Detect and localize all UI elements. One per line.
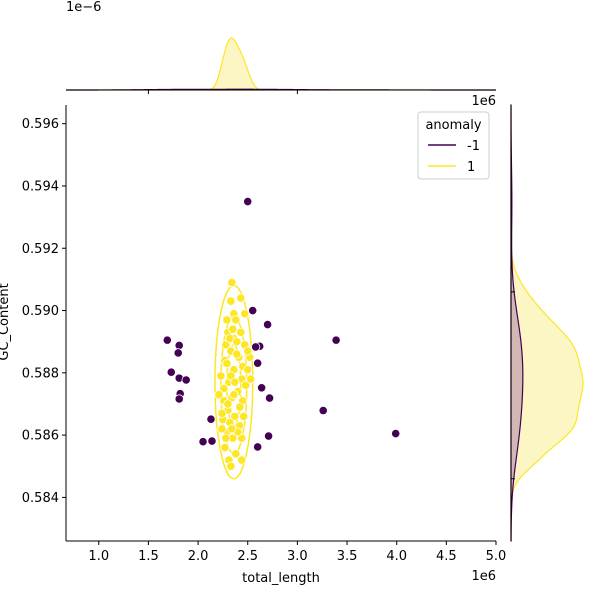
anomaly-point — [248, 305, 258, 316]
anomaly-point — [391, 428, 401, 439]
anomaly-point — [253, 358, 263, 368]
normal-point — [246, 374, 256, 384]
normal-point — [237, 455, 247, 465]
normal-point — [227, 277, 237, 288]
anomaly-point — [198, 437, 208, 447]
normal-point — [217, 408, 227, 418]
normal-point — [239, 411, 249, 422]
y-tick-label: 0.588 — [22, 366, 59, 381]
x-tick-label: 3.0 — [287, 549, 308, 564]
y-tick-label: 0.592 — [22, 242, 59, 257]
normal-point — [231, 315, 241, 325]
legend-label-anomaly: -1 — [467, 139, 480, 154]
normal-point — [223, 399, 233, 409]
top-density-normal — [66, 37, 496, 91]
anomaly-point — [173, 348, 183, 358]
anomaly-point — [206, 414, 216, 424]
normal-point — [228, 324, 238, 334]
anomaly-point — [174, 394, 184, 404]
normal-point — [230, 377, 240, 387]
right-density-anomaly — [510, 104, 524, 542]
y-tick-label: 0.584 — [22, 491, 59, 506]
anomaly-point — [207, 436, 217, 446]
anomaly-point — [162, 335, 172, 345]
y-right-offset-label: 1e6 — [471, 94, 496, 109]
anomaly-point — [262, 319, 273, 330]
normal-point — [231, 449, 241, 459]
normal-point — [222, 315, 232, 325]
anomaly-point — [174, 340, 184, 351]
right-density-normal — [510, 105, 584, 541]
x-tick-label: 4.5 — [436, 549, 457, 564]
anomaly-point — [166, 367, 176, 377]
x-axis-label: total_length — [242, 571, 320, 586]
normal-point — [236, 293, 246, 303]
legend-title: anomaly — [425, 118, 481, 133]
x-tick-label: 1.0 — [88, 549, 109, 564]
top-marginal-density — [65, 37, 497, 94]
anomaly-point — [181, 375, 191, 385]
anomaly-point — [331, 335, 341, 345]
x-tick-label: 2.5 — [237, 549, 258, 564]
x-tick-label: 5.0 — [486, 549, 507, 564]
normal-point — [241, 380, 251, 390]
y-tick-label: 0.596 — [22, 117, 59, 132]
y-axis-label: GC_Content — [0, 283, 12, 360]
normal-point — [216, 371, 226, 381]
normal-point — [243, 365, 253, 375]
anomaly-point — [253, 442, 263, 452]
x-tick-label: 1.5 — [138, 549, 159, 564]
right-marginal-density — [510, 104, 584, 542]
normal-point — [222, 358, 232, 369]
anomaly-point — [263, 431, 274, 441]
x-tick-label: 2.0 — [188, 549, 209, 564]
legend: anomaly -1 1 — [417, 111, 490, 180]
normal-point — [243, 346, 253, 356]
normal-point — [226, 296, 236, 306]
x-tick-label: 4.0 — [386, 549, 407, 564]
normal-point — [227, 424, 237, 434]
x-tick-label: 3.5 — [337, 549, 358, 564]
top-offset-label: 1e−6 — [66, 0, 101, 15]
anomaly-point — [257, 383, 267, 393]
normal-point — [230, 411, 240, 422]
anomaly-point — [243, 196, 253, 207]
anomaly-point — [264, 393, 275, 403]
normal-point — [214, 390, 224, 400]
normal-point — [236, 327, 246, 337]
x-offset-label: 1e6 — [471, 569, 496, 584]
axes: 1.0 1.5 2.0 2.5 3.0 3.5 4.0 4.5 5.0 0.584 0.586 0.5… — [22, 105, 507, 564]
normal-point — [220, 442, 230, 453]
normal-point — [226, 461, 236, 471]
normal-point — [229, 390, 239, 400]
normal-point — [240, 309, 250, 319]
y-tick-label: 0.594 — [22, 179, 59, 194]
main-scatter-plot — [162, 196, 401, 480]
anomaly-point — [318, 405, 328, 416]
normal-point — [219, 383, 229, 393]
anomaly-point — [251, 342, 261, 352]
normal-point — [232, 337, 242, 347]
y-tick-label: 0.586 — [22, 429, 59, 444]
normal-point — [235, 402, 245, 412]
y-tick-label: 0.590 — [22, 304, 59, 319]
normal-point — [217, 424, 227, 434]
normal-point — [221, 433, 231, 443]
normal-point — [232, 349, 242, 359]
legend-label-normal: 1 — [467, 160, 475, 175]
